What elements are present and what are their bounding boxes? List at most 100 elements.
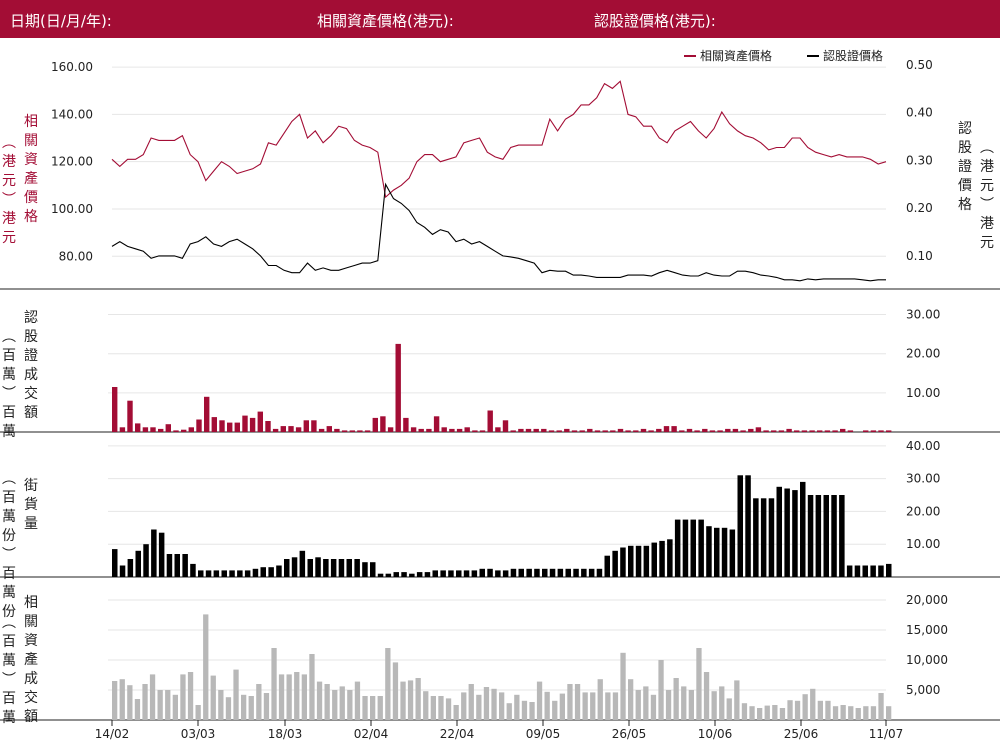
underlying-turnover-bar <box>794 700 801 720</box>
underlying-turnover-bar <box>392 662 399 720</box>
x-axis-tick-label: 02/04 <box>354 727 389 741</box>
warrant-turnover-bar <box>173 430 179 432</box>
underlying-turnover-bar <box>506 703 512 720</box>
warrant-turnover-bar <box>318 428 325 432</box>
underlying-turnover-bar <box>271 648 277 720</box>
outstanding-bar <box>737 475 743 577</box>
underlying-turnover-bar <box>468 684 474 720</box>
underlying-turnover-bar <box>703 672 710 720</box>
outstanding-bar <box>753 498 759 577</box>
warrant-turnover-bar <box>847 430 854 432</box>
warrant-price-label: 認股證價格(港元): <box>594 12 716 30</box>
outstanding-bar <box>565 568 571 577</box>
outstanding-bar <box>542 568 548 577</box>
legend-warrant-label: 認股證價格 <box>823 48 883 63</box>
underlying-turnover-y-tick: 15,000 <box>906 623 948 637</box>
underlying-price-label: 相關資產價格(港元): <box>317 12 454 30</box>
warrant-turnover-bar <box>181 429 187 432</box>
underlying-turnover-axis-unit: ︵百萬︶百萬 <box>2 615 16 726</box>
outstanding-bar <box>424 572 431 577</box>
outstanding-bar <box>581 568 587 577</box>
warrant-turnover-bar <box>541 428 547 432</box>
outstanding-y-tick: 20.00 <box>906 504 940 518</box>
outstanding-bar <box>596 568 603 577</box>
warrant-turnover-bar <box>495 427 501 432</box>
warrant-turnover-bar <box>357 430 363 432</box>
underlying-turnover-bar <box>172 694 178 720</box>
underlying-turnover-bar <box>620 652 626 720</box>
outstanding-bar <box>854 565 861 577</box>
x-axis-tick-label: 26/05 <box>612 727 647 741</box>
warrant-turnover-y-tick: 30.00 <box>906 308 940 322</box>
warrant-turnover-bar <box>640 428 647 432</box>
underlying-turnover-bar <box>301 674 307 720</box>
underlying-turnover-axis-unit-char: 萬 <box>2 710 16 726</box>
outstanding-axis-title-char: 貨 <box>24 496 38 513</box>
y-tick-right-price: 0.40 <box>906 106 933 120</box>
outstanding-axis-unit-char: 份 <box>2 604 16 620</box>
underlying-turnover-bar <box>499 692 505 720</box>
underlying-turnover-bar <box>848 706 854 720</box>
outstanding-bar <box>698 519 704 577</box>
y-tick-right-price: 0.10 <box>906 249 933 263</box>
warrant-turnover-bar <box>671 426 677 432</box>
outstanding-bar <box>409 573 415 577</box>
warrant-turnover-bar <box>380 416 386 432</box>
underlying-turnover-axis-unit-char: 百 <box>2 691 16 707</box>
warrant-turnover-bar <box>824 430 831 432</box>
warrant-turnover-bar <box>702 428 708 432</box>
outstanding-bar <box>362 562 368 577</box>
outstanding-bar <box>549 568 556 577</box>
warrant-turnover-axis-title-char: 認 <box>24 310 38 326</box>
outstanding-bar <box>346 559 352 577</box>
outstanding-bar <box>674 519 681 577</box>
underlying-turnover-bar <box>552 700 558 720</box>
warrant-turnover-bar <box>548 430 555 432</box>
underlying-turnover-bar <box>134 699 141 720</box>
underlying-turnover-bar <box>529 702 535 720</box>
outstanding-bar <box>526 568 532 577</box>
warrant-turnover-bar <box>801 430 808 432</box>
outstanding-axis-title: 街貨量 <box>24 478 38 532</box>
warrant-turnover-bar <box>349 430 355 432</box>
warrant-turnover-bar <box>755 427 762 432</box>
outstanding-bar <box>839 495 845 577</box>
outstanding-bar <box>792 490 798 577</box>
underlying-turnover-bar <box>248 696 254 720</box>
underlying-turnover-bar <box>370 696 376 720</box>
warrant-turnover-bar <box>311 420 317 432</box>
warrant-turnover-bar <box>326 426 332 432</box>
right-axis-title-price-char: 價 <box>958 177 972 194</box>
underlying-turnover-bar <box>779 708 786 720</box>
outstanding-bar <box>495 570 501 577</box>
outstanding-bar <box>768 498 775 577</box>
y-tick-left-price: 80.00 <box>59 249 93 263</box>
outstanding-bar <box>143 544 149 577</box>
warrant-turnover-axis-unit-char: 萬 <box>2 367 16 383</box>
outstanding-bar <box>229 570 235 577</box>
warrant-turnover-axis-unit-char: 萬 <box>2 424 16 440</box>
underlying-turnover-bar <box>127 685 133 720</box>
underlying-turnover-bar <box>324 684 330 720</box>
left-axis-title-price-char: 價 <box>24 189 38 206</box>
outstanding-bar <box>158 532 165 577</box>
y-tick-left-price: 160.00 <box>51 60 93 74</box>
warrant-turnover-axis-title-char: 股 <box>24 329 38 345</box>
underlying-turnover-axis-title-char: 產 <box>24 651 38 668</box>
warrant-turnover-bar <box>633 430 639 432</box>
outstanding-bar <box>166 554 173 577</box>
underlying-turnover-bar <box>749 706 755 720</box>
date-label: 日期(日/月/年): <box>10 12 112 30</box>
outstanding-bar <box>518 568 524 577</box>
outstanding-bar <box>338 559 345 577</box>
outstanding-bar <box>620 547 626 577</box>
underlying-turnover-bar <box>810 688 816 720</box>
left-axis-title-price-char: 產 <box>24 170 38 187</box>
warrant-turnover-bar <box>817 430 823 432</box>
underlying-turnover-bar <box>241 694 247 720</box>
underlying-turnover-bar <box>112 681 118 720</box>
outstanding-bar <box>260 567 266 577</box>
underlying-turnover-bar <box>461 692 467 720</box>
warrant-turnover-bar <box>410 427 417 432</box>
warrant-turnover-axis-title-char: 成 <box>24 367 38 383</box>
